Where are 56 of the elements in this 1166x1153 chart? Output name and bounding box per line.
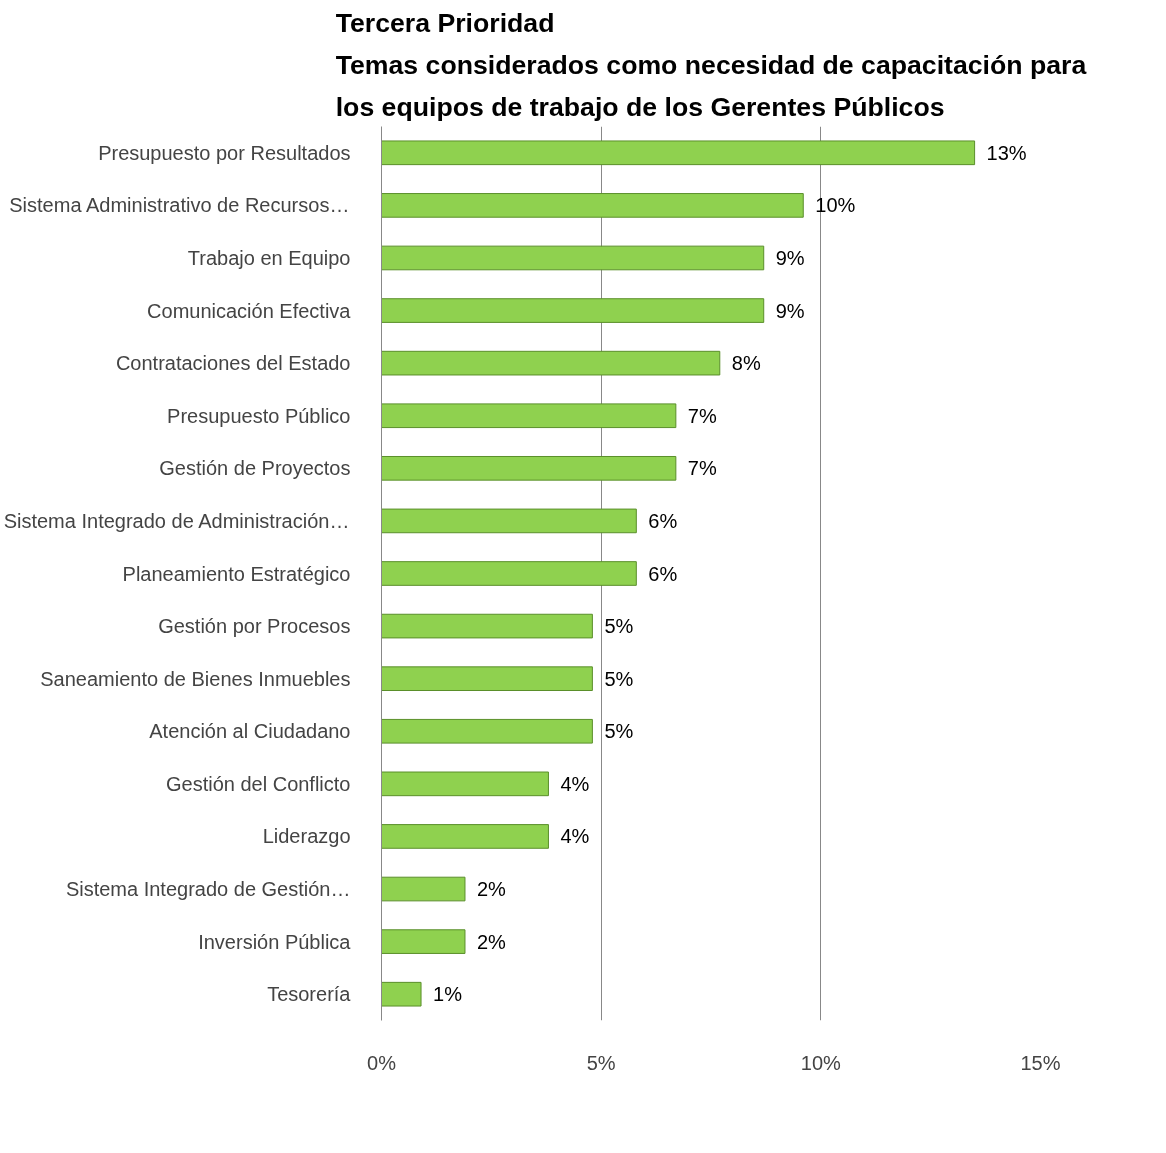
x-tick-label: 5% (586, 1051, 616, 1074)
y-tick-label: Gestión del Conflicto (165, 772, 351, 795)
bar (381, 561, 637, 586)
bar (381, 455, 677, 481)
x-tick-label: 15% (1020, 1051, 1061, 1074)
data-label: 5% (604, 720, 634, 743)
bar (381, 981, 422, 1007)
x-tick-label: 0% (367, 1051, 397, 1074)
y-tick-label: Presupuesto por Resultados (98, 141, 351, 164)
data-label: 4% (560, 772, 590, 795)
bar (381, 245, 765, 271)
bar (381, 140, 976, 166)
y-tick-label: Comunicación Efectiva (147, 299, 352, 322)
data-label: 7% (687, 457, 717, 480)
data-label: 5% (604, 667, 634, 690)
x-tick-label: 10% (800, 1051, 842, 1074)
bar (381, 929, 466, 954)
data-label: 9% (775, 299, 805, 322)
bar (381, 508, 637, 534)
y-tick-label: Planeamiento Estratégico (122, 562, 351, 585)
bar (381, 666, 593, 692)
data-label: 6% (648, 509, 678, 532)
y-tick-label: Inversión Pública (198, 930, 352, 953)
y-tick-label: Saneamiento de Bienes Inmuebles (40, 667, 351, 690)
bar (381, 718, 593, 744)
data-label: 1% (433, 983, 463, 1006)
data-label: 2% (476, 878, 507, 901)
bar (381, 824, 549, 849)
data-label: 13% (986, 141, 1027, 164)
y-tick-label: Liderazgo (262, 825, 351, 848)
y-tick-label: Tesorería (267, 983, 352, 1006)
bar (381, 350, 721, 376)
bar (381, 403, 677, 429)
y-tick-label: Gestión de Proyectos (159, 457, 351, 480)
y-tick-label: Gestión por Procesos (158, 615, 351, 638)
data-label: 10% (815, 194, 856, 217)
y-tick-label: Sistema Administrativo de Recursos… (9, 194, 350, 217)
data-label: 4% (560, 825, 590, 848)
data-label: 6% (648, 562, 678, 585)
y-tick-label: Presupuesto Público (167, 404, 351, 427)
bar (381, 613, 593, 639)
chart-title: Tercera Prioridad Temas considerados como necesidad de capacitación para los equipos de trabajo de los Gerentes Públicos (335, 7, 1087, 122)
data-label: 2% (476, 930, 507, 953)
y-tick-label: Atención al Ciudadano (149, 720, 351, 743)
y-tick-label: Contrataciones del Estado (115, 352, 351, 375)
data-label: 5% (604, 615, 634, 638)
data-label: 9% (775, 246, 805, 269)
bar (381, 771, 549, 797)
y-tick-label: Sistema Integrado de Gestión… (65, 878, 351, 901)
y-tick-label: Trabajo en Equipo (187, 246, 351, 269)
data-label: 7% (687, 404, 717, 427)
bar (381, 193, 804, 218)
data-label: 8% (731, 352, 761, 375)
y-tick-label: Sistema Integrado de Administración… (3, 509, 350, 532)
bar (381, 876, 466, 902)
bar (381, 298, 765, 323)
